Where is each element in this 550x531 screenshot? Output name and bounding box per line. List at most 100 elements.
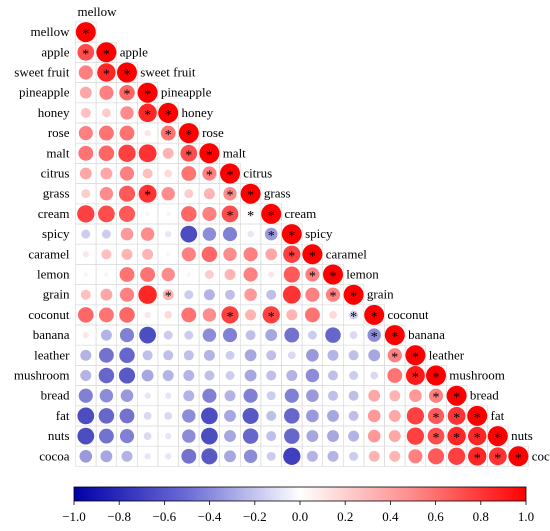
diagonal-label-coconut: coconut <box>388 307 430 322</box>
corr-circle-19-5 <box>182 409 196 423</box>
corr-circle-21-10 <box>283 447 301 465</box>
corr-circle-7-7 <box>220 163 240 184</box>
corr-circle-16-2 <box>119 347 135 364</box>
corr-circle-10-0 <box>81 229 91 239</box>
colorbar-tick-label: −0.6 <box>153 509 177 524</box>
corr-circle-17-17 <box>426 365 446 386</box>
significance-marker: * <box>268 209 275 224</box>
corr-circle-18-0 <box>78 388 93 403</box>
corr-circle-14-4 <box>164 311 173 319</box>
significance-marker: * <box>433 371 440 386</box>
corr-circle-19-18 <box>447 406 466 425</box>
corr-circle-6-2 <box>118 144 136 162</box>
corr-circle-13-6 <box>203 289 215 301</box>
corr-circle-20-5 <box>182 429 196 443</box>
corr-circle-18-10 <box>284 388 299 403</box>
corr-circle-13-0 <box>80 289 91 300</box>
corr-circle-20-1 <box>98 428 114 444</box>
significance-marker: * <box>391 330 398 345</box>
corr-circle-20-16 <box>406 427 425 445</box>
significance-marker: * <box>103 68 110 83</box>
corr-circle-6-6 <box>199 143 220 164</box>
colorbar-tick-label: −0.2 <box>243 509 267 524</box>
significance-marker: * <box>165 108 172 123</box>
grid-lines <box>75 21 530 467</box>
corr-circle-21-7 <box>224 450 236 463</box>
corr-circle-15-3 <box>139 326 156 344</box>
corr-circle-20-4 <box>165 432 172 440</box>
corr-circle-13-10 <box>282 285 301 304</box>
corr-circle-18-1 <box>99 388 114 403</box>
corr-circle-14-3 <box>144 311 151 319</box>
corr-circle-15-14 <box>367 328 381 342</box>
corr-circle-14-7 <box>221 306 239 324</box>
corr-circle-15-4 <box>163 330 173 340</box>
corr-circle-12-8 <box>243 267 258 282</box>
row-label-sweet-fruit: sweet fruit <box>14 65 70 80</box>
corr-circle-10-3 <box>140 227 155 241</box>
row-label-grass: grass <box>43 186 70 201</box>
significance-marker: * <box>309 249 316 264</box>
significance-marker: * <box>227 209 234 224</box>
corr-circle-5-5 <box>178 123 199 144</box>
corr-circle-8-3 <box>138 184 157 203</box>
corr-circle-10-4 <box>165 230 172 238</box>
corr-circle-16-11 <box>306 348 319 362</box>
corr-circle-19-8 <box>242 407 259 424</box>
corr-circle-9-3 <box>145 211 150 217</box>
corr-circle-6-3 <box>138 144 157 163</box>
row-label-leather: leather <box>34 347 70 362</box>
corr-circle-3-2 <box>119 84 135 101</box>
colorbar-tick-label: 0.6 <box>427 509 444 524</box>
row-label-mellow: mellow <box>31 24 71 39</box>
corr-circle-20-20 <box>487 426 508 447</box>
corr-circle-16-15 <box>387 348 402 363</box>
corr-circle-16-6 <box>203 349 215 361</box>
significance-marker: * <box>144 108 151 123</box>
corr-circle-12-6 <box>204 270 214 279</box>
significance-marker: * <box>288 249 295 264</box>
corr-circle-20-9 <box>266 431 277 442</box>
corr-circle-18-5 <box>183 390 195 402</box>
significance-marker: * <box>412 350 419 365</box>
row-label-spicy: spicy <box>42 226 70 241</box>
significance-marker: * <box>453 431 460 446</box>
corr-circle-15-8 <box>245 330 256 341</box>
corr-circle-6-0 <box>78 145 94 161</box>
diagonal-label-rose: rose <box>202 125 224 140</box>
corr-circle-20-11 <box>306 430 319 443</box>
corr-circle-13-4 <box>162 289 174 301</box>
significance-marker: * <box>474 451 481 466</box>
corr-circle-19-2 <box>119 408 135 424</box>
corr-circle-14-8 <box>245 309 257 321</box>
corr-circle-21-0 <box>79 449 93 463</box>
corr-circle-2-0 <box>78 65 93 80</box>
colorbar-tick-label: −1.0 <box>62 509 86 524</box>
correlation-cells: * * * * * * * * * * * * * * * * * * * * * * * * * * * * * * * * * * * * * * * *… <box>75 22 529 467</box>
corr-circle-10-9 <box>264 227 278 241</box>
diagonal-label-malt: malt <box>223 145 246 160</box>
corr-circle-7-6 <box>202 166 217 181</box>
diagonal-labels: mellow apple sweet fruit pineapple honey rose… <box>78 4 550 463</box>
corr-circle-18-14 <box>368 389 381 402</box>
corr-circle-21-20 <box>488 447 507 466</box>
row-label-bread: bread <box>41 388 70 403</box>
significance-marker: * <box>144 189 151 204</box>
corr-circle-21-18 <box>447 447 466 465</box>
corr-circle-14-2 <box>119 307 135 323</box>
diagonal-label-honey: honey <box>182 105 214 120</box>
corr-circle-20-19 <box>467 426 487 446</box>
corr-circle-4-1 <box>101 108 111 118</box>
corr-circle-10-5 <box>180 225 198 243</box>
corr-circle-21-16 <box>408 449 423 464</box>
corr-circle-20-6 <box>201 427 218 445</box>
significance-marker: * <box>474 411 481 426</box>
corr-circle-14-14 <box>364 304 385 325</box>
corr-circle-15-2 <box>119 328 135 343</box>
corr-circle-9-2 <box>118 205 136 222</box>
corr-circle-16-1 <box>98 347 114 363</box>
corr-circle-15-5 <box>184 330 194 340</box>
corr-circle-13-7 <box>225 289 235 300</box>
corr-circle-20-15 <box>388 430 401 443</box>
